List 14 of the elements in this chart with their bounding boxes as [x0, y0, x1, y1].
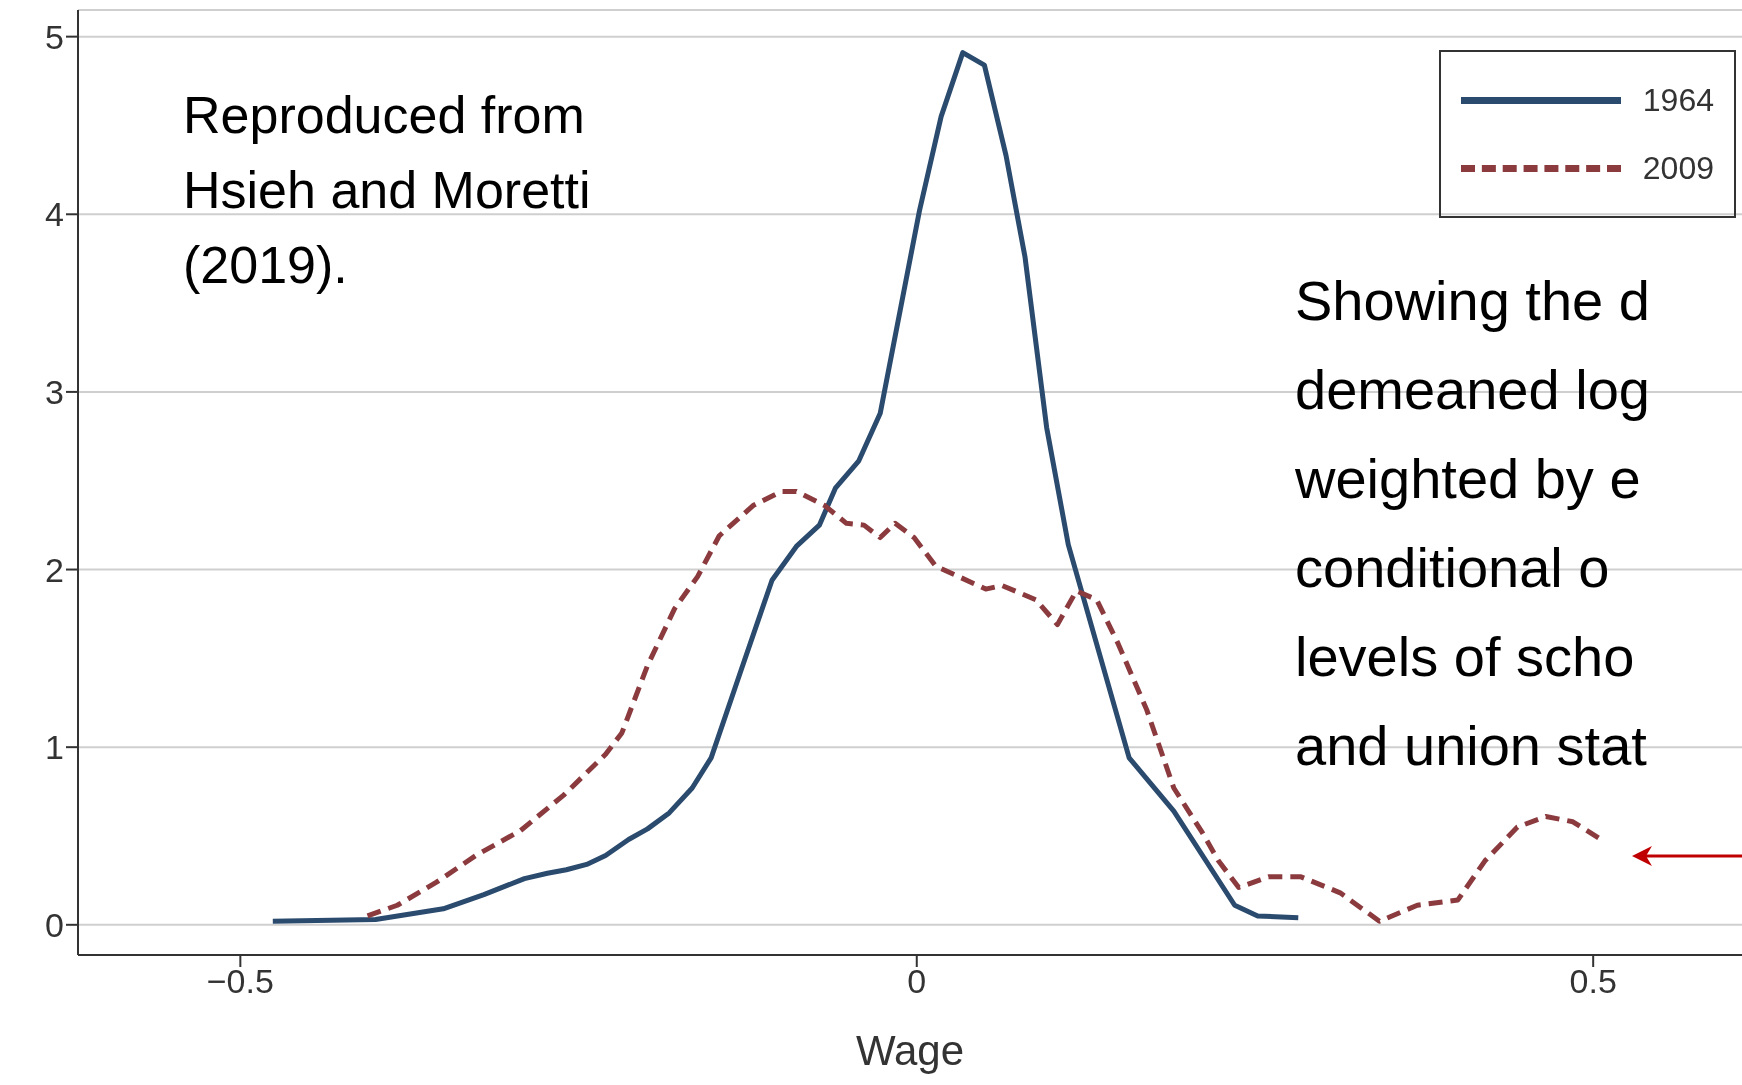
x-axis-title: Wage — [855, 1027, 965, 1074]
y-tick-label: 2 — [45, 550, 64, 589]
y-tick-label: 1 — [45, 728, 64, 767]
y-tick-label: 3 — [45, 372, 64, 411]
legend-label: 1964 — [1642, 81, 1714, 119]
x-tick-label: −0.5 — [206, 962, 274, 1001]
annotation: Showing the d demeaned log weighted by e conditional o levels of scho and union stat — [1295, 268, 1650, 779]
y-tick-label: 4 — [45, 195, 64, 234]
x-tick-label: 0 — [907, 962, 927, 1001]
legend-label: 2009 — [1642, 149, 1714, 187]
annotation: Reproduced from Hsieh and Moretti (2019). — [183, 85, 591, 296]
y-tick-label: 0 — [45, 905, 64, 944]
x-tick-label: 0.5 — [1569, 962, 1617, 1001]
y-tick-label: 5 — [45, 17, 64, 56]
